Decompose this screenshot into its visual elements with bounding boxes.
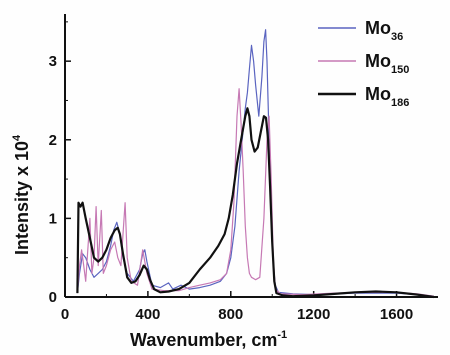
series-lines <box>76 29 435 299</box>
legend-label-name: Mo <box>365 51 391 71</box>
legend-label-name: Mo <box>365 84 391 104</box>
tick-marks: 0 400 800 1200 1600 0 1 2 3 <box>49 21 413 323</box>
y-tick-label: 1 <box>49 210 57 227</box>
series-line-mo186 <box>76 107 435 299</box>
y-axis-title-sup: 4 <box>11 134 23 141</box>
x-axis-title-main: Wavenumber, cm <box>130 330 277 350</box>
x-tick-label: 1600 <box>380 306 413 323</box>
legend-label-sub: 186 <box>391 97 409 109</box>
x-axis-title-sup: -1 <box>277 329 287 341</box>
x-tick-label: 0 <box>61 306 69 323</box>
x-tick-label: 1200 <box>297 306 330 323</box>
y-tick-label: 3 <box>49 53 57 70</box>
legend-label-sub: 36 <box>391 31 403 43</box>
legend-label-mo36: Mo36 <box>365 18 403 43</box>
y-axis-title-main: Intensity x 10 <box>12 141 32 255</box>
legend-label-name: Mo <box>365 18 391 38</box>
y-tick-label: 2 <box>49 132 57 149</box>
x-tick-label: 800 <box>218 306 243 323</box>
x-tick-label: 400 <box>135 306 160 323</box>
y-tick-label: 0 <box>49 289 57 306</box>
y-axis-title: Intensity x 104 <box>11 134 32 255</box>
series-line-mo150 <box>76 88 434 297</box>
legend-label-mo150: Mo150 <box>365 51 409 76</box>
legend-label-mo186: Mo186 <box>365 84 409 109</box>
legend-label-sub: 150 <box>391 64 409 76</box>
x-axis-title: Wavenumber, cm-1 <box>130 329 287 350</box>
